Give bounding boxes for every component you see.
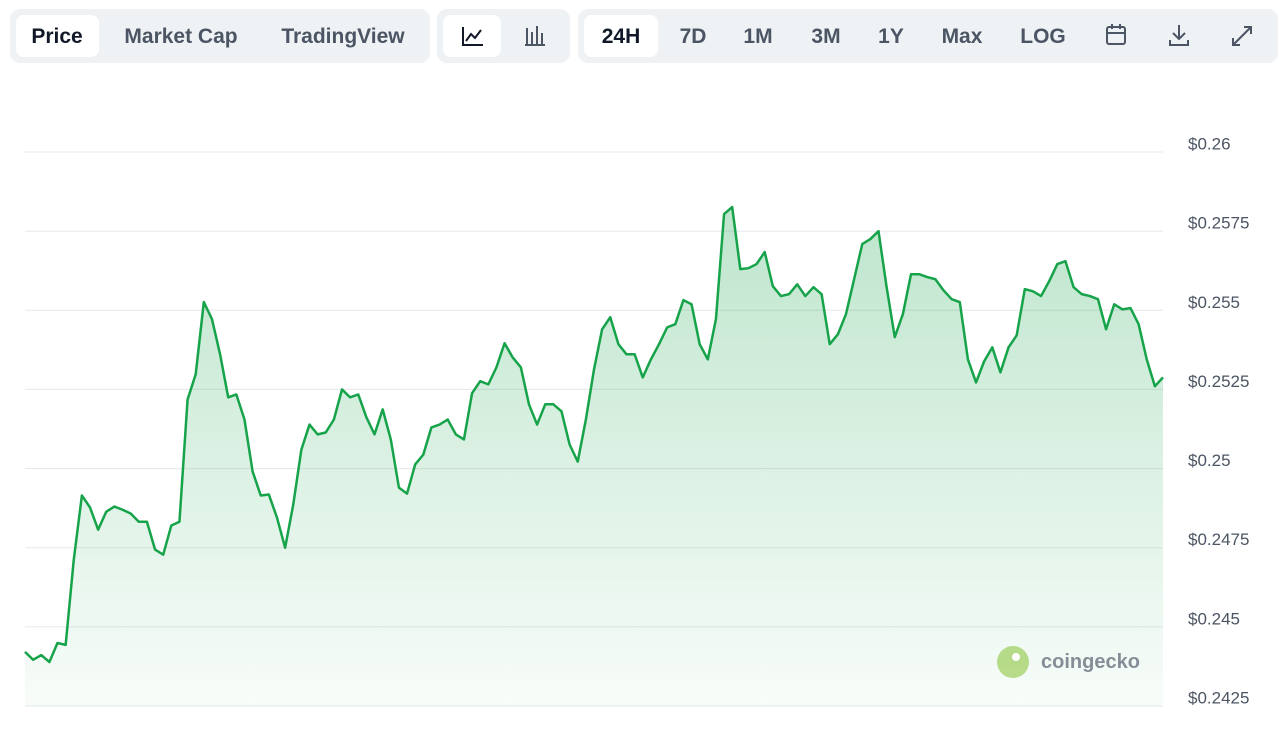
range-tabs [578, 9, 1278, 63]
calendar-icon[interactable] [1106, 24, 1126, 45]
active-range [584, 15, 658, 57]
y-tick-label: $0.26 [1188, 134, 1231, 153]
range-tab[interactable]: Max [942, 25, 983, 48]
range-tab[interactable]: LOG [1020, 25, 1066, 48]
view-tab[interactable]: Price [31, 25, 82, 48]
active-tab [16, 15, 99, 57]
line-icon[interactable] [462, 27, 483, 46]
range-tab[interactable]: 24H [602, 25, 641, 48]
range-tab[interactable]: 3M [811, 25, 840, 48]
range-tab[interactable]: 1Y [878, 25, 904, 48]
range-tab[interactable]: 1M [743, 25, 772, 48]
range-tab[interactable]: 7D [680, 25, 707, 48]
view-tabs [10, 9, 430, 63]
y-tick-label: $0.2575 [1188, 214, 1249, 233]
y-tick-label: $0.2525 [1188, 372, 1249, 391]
watermark-text: coingecko [1041, 651, 1140, 673]
view-tab[interactable]: Market Cap [124, 25, 237, 48]
area [25, 207, 1163, 706]
watermark: coingecko [997, 646, 1140, 678]
candle-icon[interactable] [525, 26, 545, 46]
download-icon[interactable] [1169, 25, 1189, 46]
y-tick-label: $0.2425 [1188, 688, 1249, 707]
expand-icon[interactable] [1232, 26, 1252, 46]
y-tick-label: $0.25 [1188, 451, 1231, 470]
price-line [24, 205, 1164, 664]
y-tick-label: $0.2475 [1188, 530, 1249, 549]
y-tick-label: $0.255 [1188, 293, 1240, 312]
y-tick-label: $0.245 [1188, 609, 1240, 628]
view-tab[interactable]: TradingView [281, 25, 405, 48]
